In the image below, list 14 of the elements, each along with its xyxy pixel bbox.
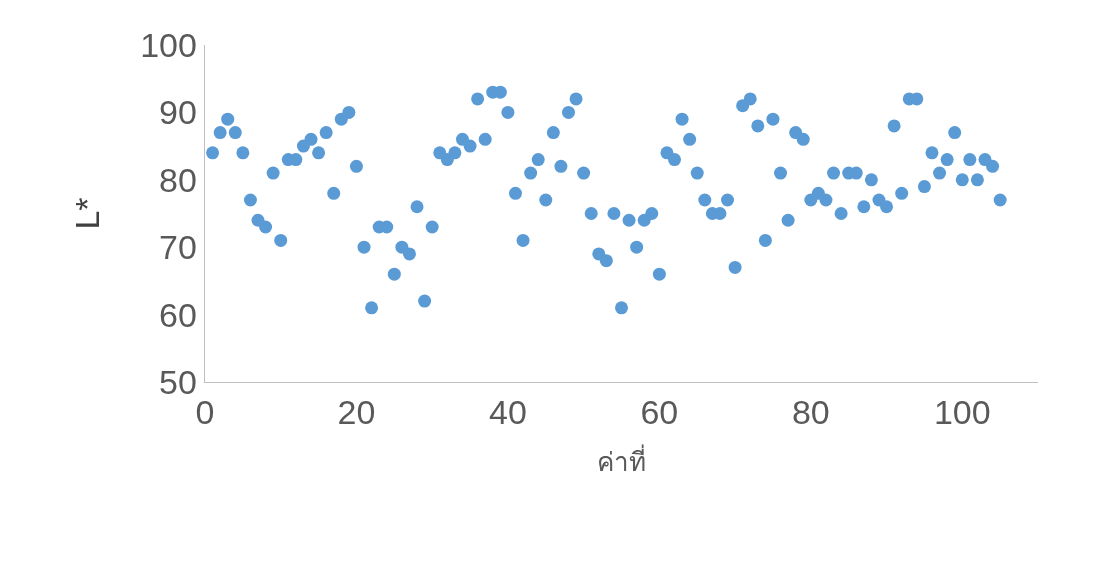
y-tick-label: 80 (159, 160, 197, 199)
x-tick-label: 40 (489, 393, 527, 432)
y-tick-label: 70 (159, 228, 197, 267)
y-tick-label: 50 (159, 362, 197, 401)
y-tick-label: 90 (159, 93, 197, 132)
x-tick-label: 0 (195, 393, 215, 432)
y-tick-label: 100 (140, 25, 197, 64)
x-tick-label: 20 (337, 393, 376, 432)
y-axis-title: L* (67, 197, 106, 230)
y-tick-label: 60 (159, 295, 197, 334)
x-tick-label: 60 (640, 393, 679, 432)
x-tick-label: 100 (933, 393, 991, 432)
x-axis-title: ค่าที่ (597, 443, 646, 477)
x-tick-label: 80 (791, 393, 830, 432)
